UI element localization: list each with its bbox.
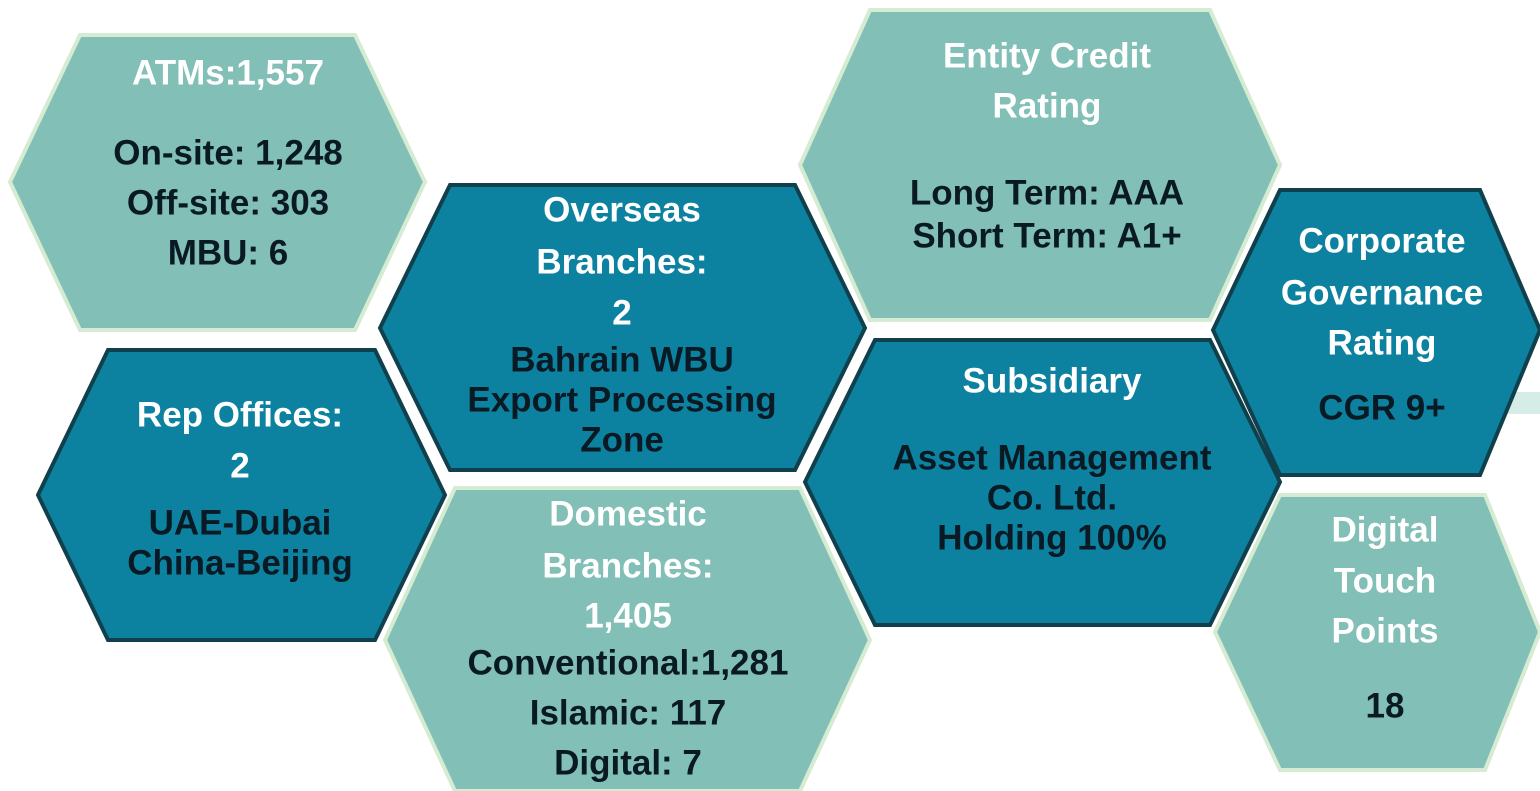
hexagon-detail: CGR 9+ — [1318, 388, 1445, 427]
hexagon-title: Branches: — [542, 546, 713, 585]
hexagon-title: Entity Credit — [943, 36, 1151, 75]
hexagon-detail: China-Beijing — [127, 543, 353, 582]
hexagon-title: Branches: — [536, 242, 707, 281]
hexagon-detail: Export Processing — [467, 380, 776, 419]
hexagon-title: Rating — [993, 86, 1102, 125]
hexagon — [377, 183, 868, 472]
hexagon — [7, 33, 428, 332]
hexagon-title: Domestic — [549, 494, 707, 533]
hexagon-detail: Asset Management — [893, 438, 1212, 477]
hexagon-detail: Off-site: 303 — [127, 183, 329, 222]
hexagon — [382, 486, 873, 791]
hexagon-detail: Short Term: A1+ — [912, 216, 1181, 255]
hexagon-title: Subsidiary — [963, 361, 1142, 400]
hexagon-title: Overseas — [543, 190, 701, 229]
hexagon-detail: MBU: 6 — [168, 233, 289, 272]
hexagon-detail: Long Term: AAA — [910, 173, 1184, 212]
hexagon-detail: Digital: 7 — [554, 743, 702, 782]
hexagon-detail: Conventional:1,281 — [468, 643, 789, 682]
hexagon — [802, 338, 1283, 627]
hexagon-title: Points — [1332, 611, 1439, 650]
hexagon-title: Governance — [1281, 273, 1483, 312]
hexagon-detail: Co. Ltd. — [987, 478, 1117, 517]
hexagon-title: Rep Offices: — [137, 395, 343, 434]
hexagon-detail: 18 — [1366, 686, 1405, 725]
hexagon-detail: Holding 100% — [937, 518, 1166, 557]
hexagon-detail: Bahrain WBU — [510, 340, 734, 379]
hexagon-detail: Zone — [580, 420, 664, 459]
hexagon-detail: Islamic: 117 — [530, 693, 727, 732]
hexagon-title: 2 — [612, 293, 631, 332]
hexagon-title: 1,405 — [584, 596, 672, 635]
hexagon — [797, 8, 1283, 322]
hexagon — [1212, 493, 1540, 772]
hexagon-title: Digital — [1332, 510, 1439, 549]
hexagon-title: 2 — [230, 446, 249, 485]
hexagon-title: Rating — [1328, 323, 1437, 362]
hexagon — [35, 348, 448, 642]
hexagon-title: Touch — [1334, 561, 1436, 600]
hexagon-title: Corporate — [1298, 221, 1465, 260]
hexagon — [1210, 188, 1540, 477]
hexagon-title: ATMs:1,557 — [132, 53, 324, 92]
hexagon-detail: On-site: 1,248 — [113, 133, 343, 172]
hexagon-detail: UAE-Dubai — [149, 503, 332, 542]
